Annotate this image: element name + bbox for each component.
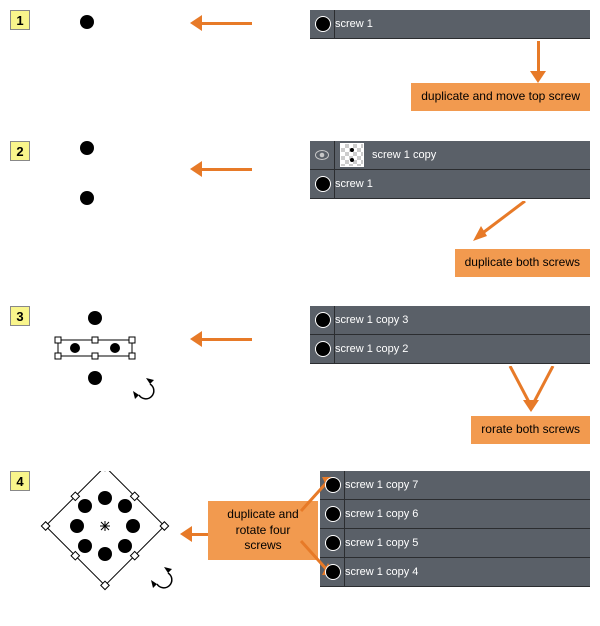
annotation-area: rorate both screws xyxy=(310,366,590,446)
arrow-column xyxy=(190,306,310,347)
step-number: 2 xyxy=(16,144,23,159)
step-4: 4 xyxy=(10,471,590,591)
screw-dot xyxy=(80,191,94,205)
screw-dot xyxy=(80,141,94,155)
arrow-left-icon xyxy=(190,161,252,177)
layers-panel: screw 1 duplicate and move top screw xyxy=(310,10,590,116)
layer-row[interactable]: screw 1 copy xyxy=(310,141,590,170)
layer-name[interactable]: screw 1 copy 3 xyxy=(335,314,408,326)
layer-row[interactable]: screw 1 xyxy=(310,170,590,199)
arrow-left-icon xyxy=(190,331,252,347)
arrow-v-icon xyxy=(485,366,575,416)
arrow-column xyxy=(190,10,310,31)
visibility-toggle[interactable] xyxy=(310,141,335,169)
preview-area xyxy=(40,471,190,591)
layer-name[interactable]: screw 1 xyxy=(335,18,373,30)
layer-name[interactable]: screw 1 copy 6 xyxy=(345,508,418,520)
step-number-badge: 1 xyxy=(10,10,30,30)
preview-area xyxy=(40,306,190,406)
instruction-callout: rorate both screws xyxy=(471,416,590,444)
layers-panel: screw 1 copy screw 1 duplicate both scre… xyxy=(310,141,590,281)
callout-text: duplicate and move top screw xyxy=(421,89,580,103)
layer-thumbnail[interactable] xyxy=(325,564,341,580)
layer-name[interactable]: screw 1 copy 2 xyxy=(335,343,408,355)
preview-area xyxy=(40,10,190,50)
preview-area xyxy=(40,141,190,221)
layer-thumbnail[interactable] xyxy=(340,143,364,167)
layer-thumbnail[interactable] xyxy=(315,341,331,357)
layer-thumbnail[interactable] xyxy=(325,535,341,551)
instruction-callout: duplicate and move top screw xyxy=(411,83,590,111)
layer-name[interactable]: screw 1 copy 5 xyxy=(345,537,418,549)
step-number: 4 xyxy=(16,474,23,489)
callout-text: duplicate both screws xyxy=(465,255,580,269)
arrow-down-icon xyxy=(530,41,546,83)
layer-thumbnail[interactable] xyxy=(315,176,331,192)
layer-thumbnail[interactable] xyxy=(315,16,331,32)
layer-row[interactable]: screw 1 copy 5 xyxy=(320,529,590,558)
step-number: 1 xyxy=(16,13,23,28)
layer-row[interactable]: screw 1 copy 6 xyxy=(320,500,590,529)
layer-thumbnail[interactable] xyxy=(315,312,331,328)
layer-name[interactable]: screw 1 copy 7 xyxy=(345,479,418,491)
annotation-area: duplicate both screws xyxy=(310,201,590,281)
layer-row[interactable]: screw 1 copy 4 xyxy=(320,558,590,587)
layer-thumbnail[interactable] xyxy=(325,477,341,493)
layer-thumbnail[interactable] xyxy=(325,506,341,522)
arrow-diag-icon xyxy=(465,201,535,246)
step-number-badge: 3 xyxy=(10,306,30,326)
instruction-callout: duplicate both screws xyxy=(455,249,590,277)
step-2: 2 screw 1 copy screw 1 duplicate both sc… xyxy=(10,141,590,281)
layer-row[interactable]: screw 1 copy 2 xyxy=(310,335,590,364)
layers-panel: screw 1 copy 7 screw 1 copy 6 screw 1 co… xyxy=(320,471,590,587)
preview-svg xyxy=(40,471,190,591)
step-1: 1 screw 1 duplicate and move top screw xyxy=(10,10,590,116)
annotation-area: duplicate and move top screw xyxy=(310,41,590,116)
layer-name[interactable]: screw 1 xyxy=(335,178,373,190)
step-number-badge: 4 xyxy=(10,471,30,491)
arrow-column xyxy=(190,141,310,177)
layer-row[interactable]: screw 1 xyxy=(310,10,590,39)
preview-svg xyxy=(40,306,190,406)
step-number-badge: 2 xyxy=(10,141,30,161)
layers-panel: screw 1 copy 3 screw 1 copy 2 rorate bot… xyxy=(310,306,590,446)
layer-name[interactable]: screw 1 copy xyxy=(372,149,436,161)
layer-name[interactable]: screw 1 copy 4 xyxy=(345,566,418,578)
eye-icon xyxy=(315,150,329,160)
arrow-left-icon xyxy=(190,15,252,31)
step-number: 3 xyxy=(16,309,23,324)
layer-row[interactable]: screw 1 copy 3 xyxy=(310,306,590,335)
screw-dot xyxy=(80,15,94,29)
callout-text: rorate both screws xyxy=(481,422,580,436)
callout-text: duplicate and rotate four screws xyxy=(227,507,298,552)
step-3: 3 screw 1 c xyxy=(10,306,590,446)
layer-row[interactable]: screw 1 copy 7 xyxy=(320,471,590,500)
